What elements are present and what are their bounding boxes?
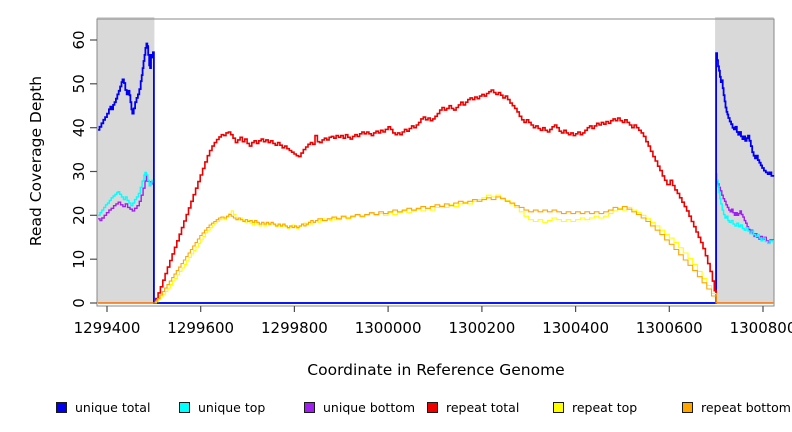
y-tick-label: 50 [70,74,88,93]
x-tick-label: 1299800 [261,319,328,337]
y-tick-label: 20 [70,206,88,225]
legend-item-repeat-top: repeat top [553,399,637,415]
legend-label: unique bottom [323,399,416,415]
x-axis: 1299400 1299600 1299800 1300000 1300200 13004… [74,306,792,337]
y-tick-label: 10 [70,250,88,269]
series-line-repeat-bottom [98,196,774,304]
legend-label: repeat bottom [701,399,791,415]
y-axis-title: Read Coverage Depth [27,75,45,247]
series-line-repeat-total [98,89,774,304]
x-tick-label: 1300600 [636,319,703,337]
legend-swatch [304,401,315,413]
y-tick-label: 30 [70,162,88,181]
x-tick-label: 1300000 [355,319,422,337]
legend-swatch [427,401,438,413]
shaded-region [715,17,774,303]
x-tick-label: 1300800 [730,319,792,337]
legend-swatch [553,401,564,413]
x-tick-label: 1299600 [167,319,234,337]
plot-border [96,18,775,307]
y-tick-label: 0 [70,298,88,308]
legend-label: repeat top [572,399,638,415]
y-axis: 0 10 20 30 40 50 60 [70,30,97,308]
legend-swatch [682,401,693,413]
x-tick-label: 1299400 [74,319,141,337]
legend-item-repeat-bottom: repeat bottom [682,399,791,415]
y-tick-label: 40 [70,118,88,137]
legend-item-unique-total: unique total [56,399,150,415]
legend-label: unique total [75,399,151,415]
legend-label: unique top [198,399,266,415]
x-tick-label: 1300400 [542,319,609,337]
legend-item-unique-top: unique top [179,399,265,415]
legend-swatch [56,401,67,413]
y-tick-label: 60 [70,30,88,49]
x-axis-title: Coordinate in Reference Genome [307,361,565,379]
series-line-unique-total [98,42,775,304]
legend-label: repeat total [446,399,520,415]
legend-swatch [179,401,190,413]
shaded-region [97,17,155,303]
legend-item-unique-bottom: unique bottom [304,399,415,415]
series-line-repeat-top [98,194,774,304]
legend-item-repeat-total: repeat total [427,399,519,415]
x-tick-label: 1300200 [448,319,515,337]
